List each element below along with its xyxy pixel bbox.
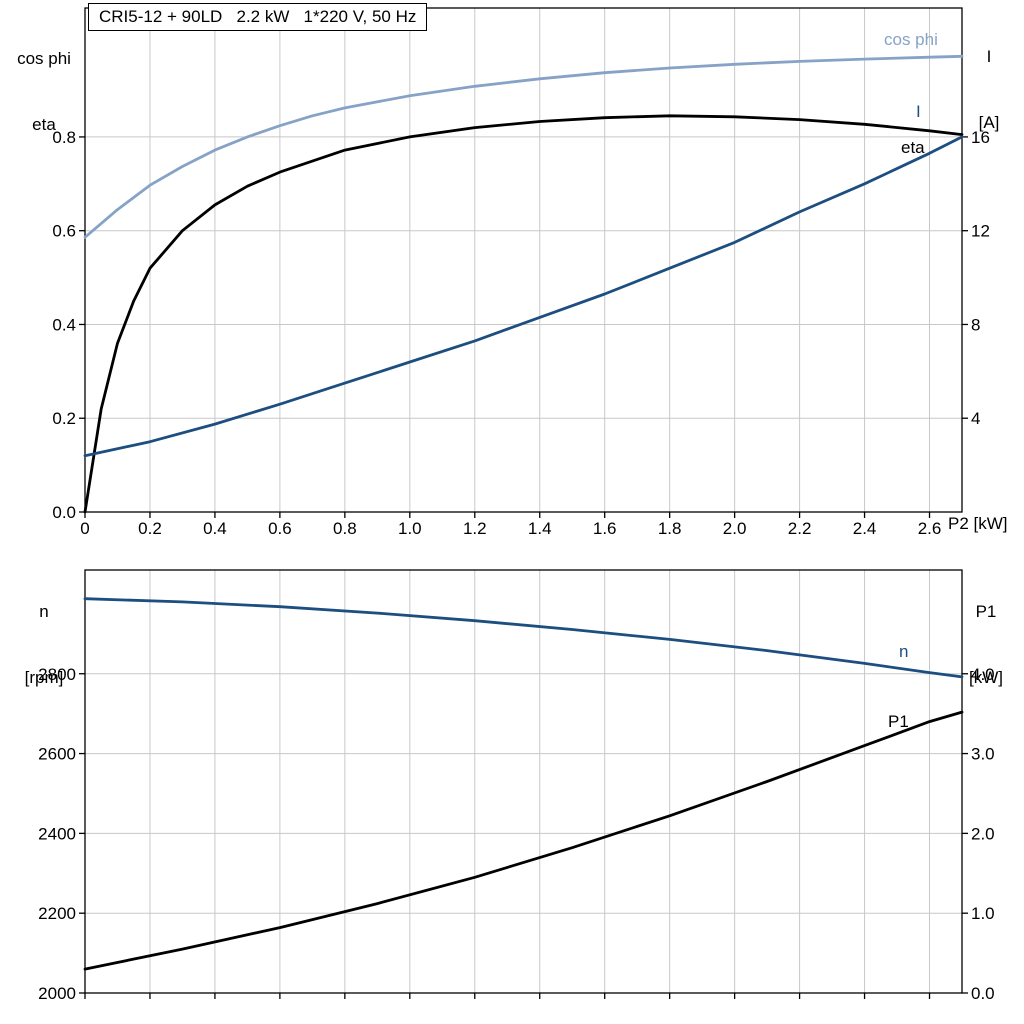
x-tick-label: 1.6 [593,519,617,538]
y-left-tick-label: 2800 [38,665,76,684]
eta-axis-title: eta [32,115,56,134]
x-tick-label: 0 [80,519,89,538]
cos-phi-axis-title: cos phi [17,49,71,68]
curve-i [83,135,964,458]
y-right-tick-label: 8 [971,315,980,334]
x-tick-label: 1.2 [463,519,487,538]
y-right-tick-label: 16 [971,128,990,147]
plot-frame [84,7,963,513]
bottom-right-axis-title: P1 [kW] [952,557,1020,733]
y-left-tick-label: 2000 [38,984,76,1003]
top-chart-canvas: 0 0.2 0.4 0.6 0.8 1.0 1.2 1.4 1.6 1.8 2.0 2.2 2.4 2.6… [52,7,990,538]
y-left-tick-label: 2200 [38,904,76,923]
x-tick-label: 0.8 [333,519,357,538]
y-left-tick-label: 0.6 [52,222,76,241]
x-tick-label: 2.4 [853,519,877,538]
current-axis-title: I [986,47,992,66]
curve-label-p1: P1 [888,712,909,731]
y-left-tick-label: 0.8 [52,128,76,147]
current-unit-label: [A] [978,113,1000,132]
bottom-chart-canvas: 2000 2200 2400 2600 2800 0.0 1.0 2.0 3.0 4.0 [38,569,995,1003]
x-tick-label: 0.4 [203,519,227,538]
x-tick-label: 1.0 [398,519,422,538]
top-right-axis-title: I [A] [958,2,1020,178]
bottom-left-axis-title: n [rpm] [8,557,80,733]
speed-axis-title: n [39,602,49,621]
y-right-tick-label: 12 [971,222,990,241]
y-left-tick-label: 0.2 [52,409,76,428]
y-right-tick-label: 4.0 [971,665,995,684]
chart-title-box: CRI5-12 + 90LD 2.2 kW 1*220 V, 50 Hz [88,3,428,31]
curve-label-current: I [916,102,921,121]
y-right-tick-label: 4 [971,409,980,428]
curve-label-n: n [899,642,909,661]
speed-unit-label: [rpm] [24,668,64,687]
x-tick-label: 2.0 [723,519,747,538]
y-right-tick-label: 2.0 [971,824,995,843]
y-right-tick-label: 1.0 [971,904,995,923]
y-right-tick-label: 3.0 [971,745,995,764]
curve-label-eta: eta [901,138,925,157]
x-tick-label: 0.2 [138,519,162,538]
y-left-tick-label: 2400 [38,824,76,843]
curve-n [83,597,964,679]
top-left-axis-title: cos phi eta [6,4,82,180]
y-right-tick-label: 0.0 [971,984,995,1003]
y-left-tick-label: 0.4 [52,315,76,334]
x-axis-title: P2 [kW] [948,514,1008,533]
curve-eta [83,114,964,514]
x-tick-label: 0.6 [268,519,292,538]
x-tick-label: 2.2 [788,519,812,538]
curve-label-cos-phi: cos phi [884,30,938,49]
curve-cos-phi [83,54,964,239]
plot-frame [84,569,963,994]
x-tick-label: 2.6 [918,519,942,538]
x-tick-label: 1.8 [658,519,682,538]
y-left-tick-label: 0.0 [52,503,76,522]
p1-unit-label: [kW] [969,668,1003,687]
y-left-tick-label: 2600 [38,745,76,764]
p1-axis-title: P1 [975,602,997,621]
curve-p1 [83,710,964,971]
x-tick-label: 1.4 [528,519,552,538]
